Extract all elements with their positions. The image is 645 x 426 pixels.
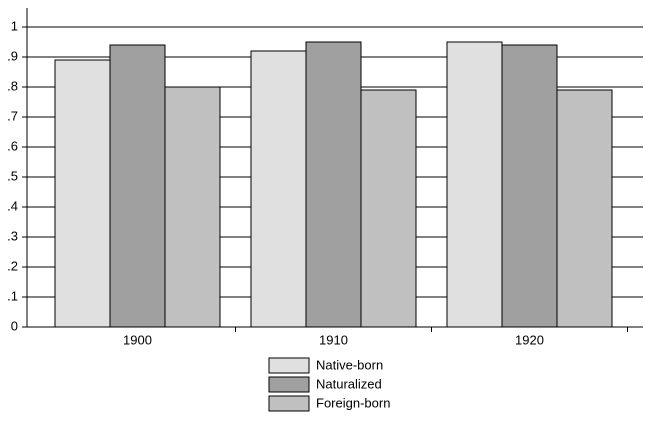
x-tick-label: 1910 bbox=[319, 332, 348, 347]
bar bbox=[501, 44, 558, 328]
bar bbox=[556, 89, 613, 328]
x-tick-label: 1920 bbox=[515, 332, 544, 347]
y-tick-label: 1 bbox=[11, 18, 18, 33]
legend-label: Foreign-born bbox=[316, 395, 390, 410]
legend-swatch bbox=[268, 395, 310, 412]
y-tick-label: .5 bbox=[7, 168, 18, 183]
bar bbox=[164, 86, 221, 328]
legend-swatch bbox=[268, 376, 310, 393]
bar bbox=[54, 59, 111, 328]
bar bbox=[109, 44, 166, 328]
legend-label: Native-born bbox=[316, 357, 383, 372]
y-tick-label: .1 bbox=[7, 288, 18, 303]
y-tick-label: .7 bbox=[7, 108, 18, 123]
legend-swatch bbox=[268, 357, 310, 374]
legend-label: Naturalized bbox=[316, 376, 382, 391]
y-tick-label: 0 bbox=[11, 318, 18, 333]
y-tick-label: .6 bbox=[7, 138, 18, 153]
bar bbox=[360, 89, 417, 328]
bar bbox=[250, 50, 307, 328]
y-tick-label: .4 bbox=[7, 198, 18, 213]
y-tick-label: .9 bbox=[7, 48, 18, 63]
y-tick-label: .3 bbox=[7, 228, 18, 243]
y-tick-label: .8 bbox=[7, 78, 18, 93]
x-tick-label: 1900 bbox=[123, 332, 152, 347]
y-tick-label: .2 bbox=[7, 258, 18, 273]
bar bbox=[305, 41, 362, 328]
bar bbox=[446, 41, 503, 328]
